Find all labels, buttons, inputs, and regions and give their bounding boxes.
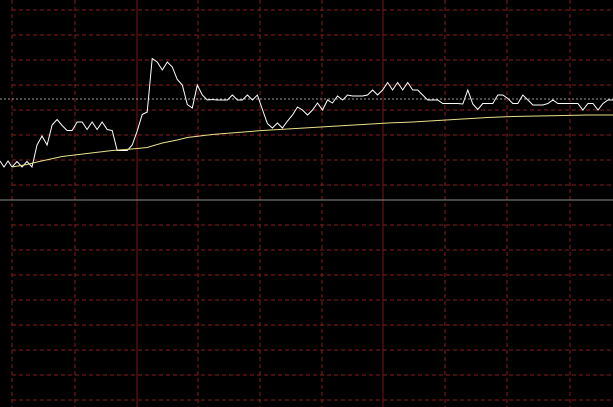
average-series-line [11, 114, 613, 168]
price-series-lead-in [0, 160, 13, 168]
price-series-line [11, 57, 613, 169]
chart-series [0, 57, 613, 169]
